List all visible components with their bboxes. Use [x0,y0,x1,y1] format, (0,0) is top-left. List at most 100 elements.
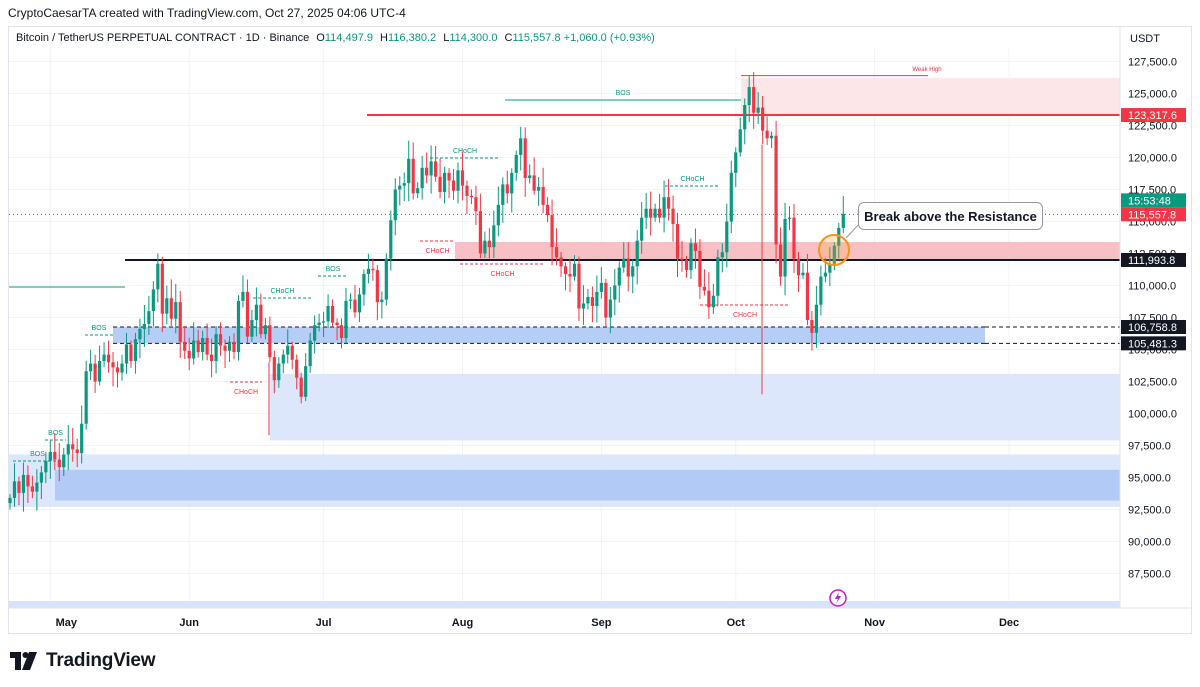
candle-body [819,276,823,305]
candle-body [106,354,111,363]
candle-body [326,305,330,322]
candle-body [290,345,294,360]
candle-body [308,340,312,367]
candle-body [26,474,30,487]
price-tag-106758-bg [1121,319,1186,334]
candle-body [460,170,465,186]
candle-body [438,176,442,193]
candle-body [48,451,52,461]
open-value: 114,497.9 [324,32,373,44]
annotation-callout[interactable]: Break above the Resistance [858,202,1043,230]
candle-body [841,213,845,228]
candle-body [115,367,120,373]
candle-body [357,294,362,313]
x-tick-label: Jun [179,617,199,629]
candle-body [160,263,164,314]
candle-body [344,300,348,338]
symbol-legend: Bitcoin / TetherUS PERPETUAL CONTRACT · … [16,32,655,44]
structure-label: CHoCH [453,148,477,155]
candle-body [546,204,550,216]
countdown-tag: 15:53:48 [1128,195,1171,207]
candle-body [832,245,836,264]
weak-high-label: Weak High [912,67,941,73]
candle-body [227,341,232,351]
candle-body [510,172,514,194]
candle-body [456,170,460,191]
lightning-icon [835,592,841,604]
candle-body [384,258,388,300]
candle-body [281,354,285,364]
chart-frame[interactable] [8,26,1192,634]
candle-body [196,340,200,353]
candle-body [389,220,393,259]
candle-body [250,320,254,337]
candle-body [707,290,711,308]
structure-label: BOS [92,325,107,332]
low-key: L [443,32,450,44]
candle-body [752,87,756,113]
candle-body [192,340,196,359]
y-tick-label: 127,500.0 [1128,57,1177,69]
candle-body [201,337,205,353]
candle-body [17,481,21,493]
candle-body [393,189,397,221]
candle-body [684,259,689,271]
candle-body [407,158,411,184]
candle-body [241,291,245,301]
candle-body [680,258,684,260]
candle-body [434,161,438,177]
candle-body [138,329,142,340]
candle-body [653,208,657,218]
candle-body [469,195,474,198]
candle-body [474,197,478,212]
y-tick-label: 102,500.0 [1128,377,1177,389]
candle-body [223,345,227,351]
candle-body [66,444,70,455]
candle-body [425,167,429,176]
candle-body [528,175,532,178]
candle-body [93,363,97,382]
candle-body [563,266,568,274]
candle-body [666,197,671,209]
zone-demand-mid [113,326,985,344]
candle-body [537,186,541,191]
candle-body [362,273,366,295]
author-line: CryptoCaesarTA created with TradingView.… [8,6,406,20]
candle-body [519,138,523,155]
candle-body [102,354,106,362]
candle-body [429,161,433,176]
candle-body [187,350,191,359]
candle-body [492,225,496,248]
candle-body [559,257,563,267]
candle-body [649,208,653,218]
structure-label: BOS [30,451,45,458]
candle-body [8,497,12,504]
candle-body [75,449,79,454]
y-tick-label: 87,500.0 [1128,569,1171,581]
candle-body [613,285,617,300]
tradingview-brand[interactable]: TradingView [10,650,156,672]
candle-body [465,185,469,196]
candle-body [62,454,66,468]
candle-body [151,289,155,312]
candle-body [322,321,326,323]
candle-body [554,247,559,258]
candle-body [608,299,612,318]
candle-body [505,184,509,194]
candle-body [541,186,545,205]
candle-body [129,344,133,362]
candle-body [53,451,57,460]
candle-body [156,263,160,290]
candle-body [622,258,626,268]
candle-body [814,304,818,333]
candle-body [675,224,680,259]
candle-body [295,359,299,378]
candle-body [792,217,796,259]
candle-body [375,270,379,303]
zone-supply [741,78,1120,116]
candle-body [778,244,783,277]
candle-body [232,341,236,353]
candle-body [304,366,308,397]
candle-body [268,325,272,358]
